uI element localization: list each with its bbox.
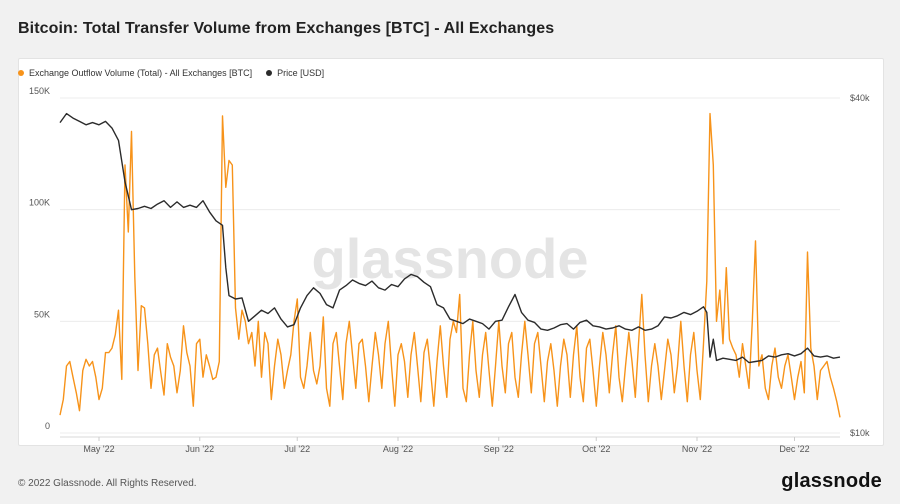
- y-left-tick-label: 0: [45, 421, 50, 431]
- axis-layer: 0 50K 100K 150K $10k $40k May '22 Jun '22 Jul '2…: [29, 86, 870, 454]
- footer-copyright: © 2022 Glassnode. All Rights Reserved.: [18, 478, 197, 489]
- y-left-tick-label: 150K: [29, 86, 50, 96]
- series-layer: [59, 112, 841, 418]
- legend-label-price: Price [USD]: [277, 68, 325, 78]
- legend-dot-outflow-icon: [18, 70, 24, 76]
- x-tick-label: Jul '22: [284, 444, 310, 454]
- legend-dot-price-icon: [266, 70, 273, 76]
- watermark: glassnode: [312, 227, 589, 290]
- legend-item-price[interactable]: Price [USD]: [266, 68, 324, 78]
- legend-label-outflow: Exchange Outflow Volume (Total) - All Ex…: [29, 68, 253, 78]
- x-tick-label: Aug '22: [383, 444, 413, 454]
- page-title: Bitcoin: Total Transfer Volume from Exch…: [18, 20, 555, 37]
- y-left-tick-label: 50K: [34, 309, 50, 319]
- glassnode-logo[interactable]: glassnode: [781, 470, 882, 492]
- legend-item-outflow[interactable]: Exchange Outflow Volume (Total) - All Ex…: [18, 68, 252, 78]
- x-tick-label: May '22: [83, 444, 114, 454]
- grid-layer: [60, 97, 840, 434]
- x-tick-label: Sep '22: [484, 444, 514, 454]
- series-line-price: [59, 112, 841, 364]
- y-left-tick-label: 100K: [29, 198, 50, 208]
- series-line-outflow: [59, 112, 841, 418]
- y-right-tick-label: $40k: [850, 93, 870, 103]
- chart-legend: Exchange Outflow Volume (Total) - All Ex…: [18, 66, 338, 80]
- y-right-tick-label: $10k: [850, 428, 870, 438]
- x-tick-label: Nov '22: [682, 444, 712, 454]
- x-tick-label: Dec '22: [779, 444, 809, 454]
- x-tick-label: Jun '22: [185, 444, 214, 454]
- x-tick-label: Oct '22: [582, 444, 610, 454]
